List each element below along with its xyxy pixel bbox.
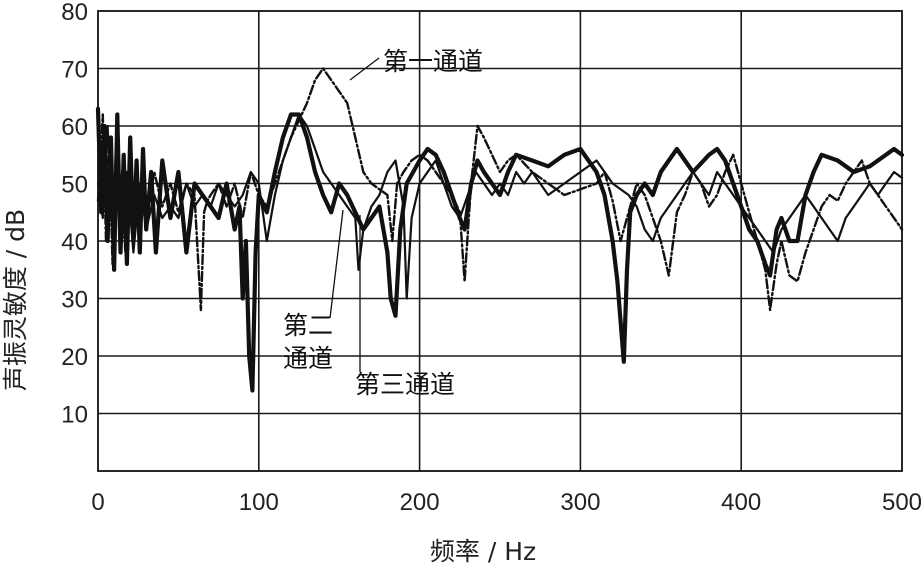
y-tick-label: 70: [61, 57, 88, 84]
y-tick-label: 30: [61, 287, 88, 314]
y-tick-label: 20: [61, 344, 88, 371]
y-axis-title: 声振灵敏度 / dB: [1, 209, 30, 391]
ticks: 0 100 200 300 400 500 10 20 30 40 50 60 70 80: [61, 0, 922, 516]
label-channel-1: 第一通道: [383, 47, 483, 76]
x-tick-label: 100: [239, 489, 279, 516]
x-tick-label: 200: [400, 489, 440, 516]
label-channel-2-line2: 通道: [283, 344, 333, 373]
y-tick-label: 50: [61, 172, 88, 199]
y-tick-label: 40: [61, 229, 88, 256]
y-tick-label: 60: [61, 114, 88, 141]
series-layer: [95, 67, 905, 393]
y-tick-label: 80: [61, 0, 88, 26]
leader-ch1: [349, 57, 380, 81]
series-line-3: [96, 113, 904, 300]
series-line-2: [95, 106, 905, 393]
x-tick-label: 500: [882, 489, 922, 516]
label-channel-2-line1: 第二: [283, 311, 333, 340]
leader-ch2: [329, 209, 344, 319]
plot-frame: [97, 10, 903, 472]
x-tick-label: 0: [91, 489, 104, 516]
y-tick-label: 10: [61, 402, 88, 429]
x-axis-title: 频率 / Hz: [430, 537, 536, 566]
label-channel-3: 第三通道: [355, 370, 455, 399]
x-tick-label: 300: [560, 489, 600, 516]
x-tick-label: 400: [721, 489, 761, 516]
